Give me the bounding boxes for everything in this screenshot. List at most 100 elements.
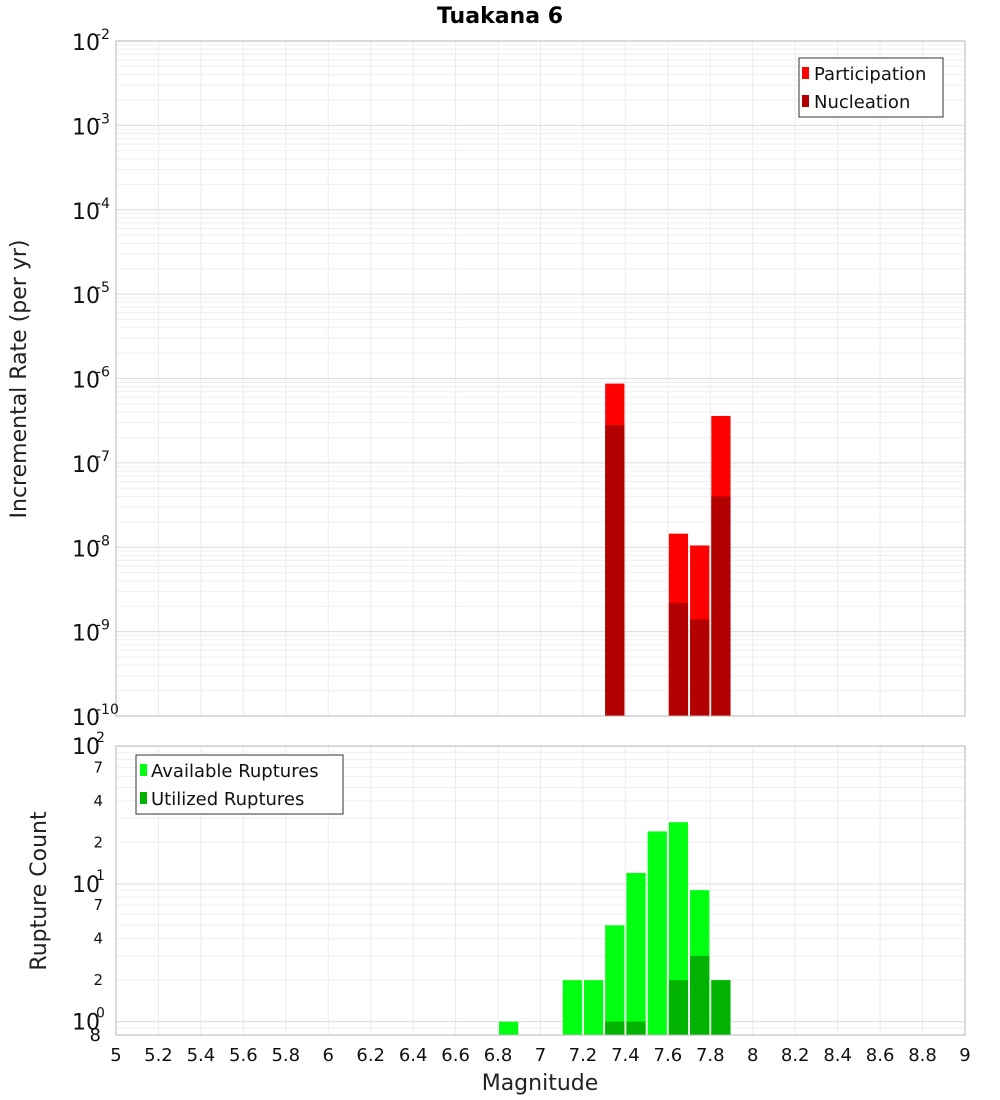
y-tick-exponent: 1: [96, 868, 105, 884]
utilized-ruptures-bar: [605, 1021, 625, 1035]
x-tick-label: 8.4: [823, 1045, 852, 1066]
x-tick-label: 6.2: [356, 1045, 385, 1066]
utilized-ruptures-bar: [690, 955, 710, 1035]
x-tick-label: 7.4: [611, 1045, 640, 1066]
y-tick-base: 10: [72, 453, 100, 478]
top-y-ticks: 10-210-310-410-510-610-710-810-910-10: [72, 27, 119, 731]
y-tick-exponent: -7: [96, 449, 110, 465]
x-tick-label: 5.6: [229, 1045, 258, 1066]
y-tick-label: 100: [72, 1006, 105, 1036]
x-tick-label: 8.6: [866, 1045, 895, 1066]
y-tick-minor: 2: [93, 833, 103, 851]
top-grid: [115, 41, 966, 717]
x-tick-label: 5: [110, 1045, 121, 1066]
x-axis-label: Magnitude: [482, 1071, 599, 1096]
y-tick-exponent: -3: [96, 111, 110, 127]
x-tick-label: 7.2: [569, 1045, 598, 1066]
y-tick-base: 10: [72, 873, 100, 898]
x-tick-label: 6.8: [484, 1045, 513, 1066]
y-tick-label: 10-9: [72, 618, 110, 647]
y-tick-base: 10: [72, 115, 100, 140]
y-tick-minor: 4: [93, 930, 103, 948]
y-tick-minor: 4: [93, 792, 103, 810]
y-tick-minor: 7: [93, 758, 103, 776]
legend-swatch-nucleation: [802, 95, 809, 107]
x-tick-label: 5.4: [187, 1045, 216, 1066]
nucleation-bar: [668, 602, 689, 716]
x-tick-label: 9: [959, 1045, 970, 1066]
y-tick-minor: 2: [93, 971, 103, 989]
y-tick-label: 10-6: [72, 365, 110, 394]
y-tick-label: 2: [93, 833, 103, 851]
y-tick-base: 10: [72, 200, 100, 225]
x-tick-label: 6.4: [399, 1045, 428, 1066]
top-legend-box: [798, 57, 944, 118]
y-tick-base: 10: [72, 1011, 100, 1036]
x-tick-label: 8.8: [908, 1045, 937, 1066]
bottom-plot-border: [115, 745, 966, 1036]
y-tick-label: 2: [93, 971, 103, 989]
x-tick-label: 8: [747, 1045, 758, 1066]
top-y-axis-label: Incremental Rate (per yr): [7, 240, 32, 519]
legend-label-participation: Participation: [814, 64, 926, 85]
nucleation-bar: [605, 425, 625, 716]
y-tick-base: 10: [72, 31, 100, 56]
y-tick-label: 10-5: [72, 280, 110, 309]
nucleation-bar: [711, 496, 731, 716]
y-tick-base: 10: [72, 735, 100, 760]
y-tick-exponent: -2: [96, 27, 110, 43]
y-tick-exponent: -6: [96, 365, 110, 381]
available-ruptures-bar: [605, 925, 625, 1035]
nucleation-bar: [690, 619, 710, 716]
y-tick-exponent: 2: [96, 730, 105, 746]
utilized-ruptures-bar: [711, 980, 731, 1035]
x-tick-label: 5.2: [144, 1045, 173, 1066]
x-tick-label: 6: [323, 1045, 334, 1066]
y-tick-base: 10: [72, 537, 100, 562]
y-tick-exponent: -5: [96, 280, 110, 296]
y-tick-label: 10-3: [72, 111, 110, 140]
y-tick-label: 8: [90, 1025, 101, 1046]
y-tick-exponent: -9: [96, 618, 110, 634]
y-tick-base: 10: [72, 369, 100, 394]
x-tick-label: 7.6: [654, 1045, 683, 1066]
legend-label-nucleation: Nucleation: [814, 92, 910, 113]
available-ruptures-bar: [647, 831, 667, 1035]
x-tick-label: 6.6: [441, 1045, 470, 1066]
x-tick-label: 8.2: [781, 1045, 810, 1066]
y-tick-label: 7: [93, 758, 103, 776]
legend-label-available: Available Ruptures: [151, 761, 319, 782]
y-tick-label: 4: [93, 792, 103, 810]
top-plot-border: [115, 40, 966, 717]
bottom-y-axis-label: Rupture Count: [27, 811, 52, 971]
available-ruptures-bar: [499, 1021, 519, 1035]
y-tick-minor: 8: [90, 1025, 101, 1046]
x-ticks: 5 5.2 5.4 5.6 5.8 6 6.2 6.4 6.6 6.8 7 7.2 7.4 7.6 7.8 8…: [110, 1045, 970, 1066]
y-tick-label: 10-10: [72, 702, 119, 731]
y-tick-exponent: -8: [96, 533, 110, 549]
x-tick-label: 7: [535, 1045, 546, 1066]
y-tick-label: 4: [93, 930, 103, 948]
x-tick-label: 7.8: [696, 1045, 725, 1066]
y-tick-exponent: 0: [96, 1006, 105, 1022]
top-bars: [605, 383, 731, 716]
bottom-grid: [115, 746, 966, 1036]
y-tick-label: 10-2: [72, 27, 110, 56]
y-tick-label: 7: [93, 896, 103, 914]
y-tick-label: 10-7: [72, 449, 110, 478]
y-tick-base: 10: [72, 706, 100, 731]
available-ruptures-bar: [583, 980, 604, 1035]
y-tick-base: 10: [72, 284, 100, 309]
bottom-legend: Available Ruptures Utilized Ruptures: [135, 754, 344, 815]
legend-swatch-available: [140, 764, 147, 776]
y-tick-label: 102: [72, 730, 105, 760]
y-tick-minor: 7: [93, 896, 103, 914]
y-tick-base: 10: [72, 622, 100, 647]
y-tick-label: 10-4: [72, 196, 110, 225]
available-ruptures-bar: [626, 872, 646, 1035]
bottom-bars: [499, 822, 731, 1035]
legend-swatch-utilized: [140, 792, 147, 804]
chart-title: Tuakana 6: [437, 4, 563, 29]
